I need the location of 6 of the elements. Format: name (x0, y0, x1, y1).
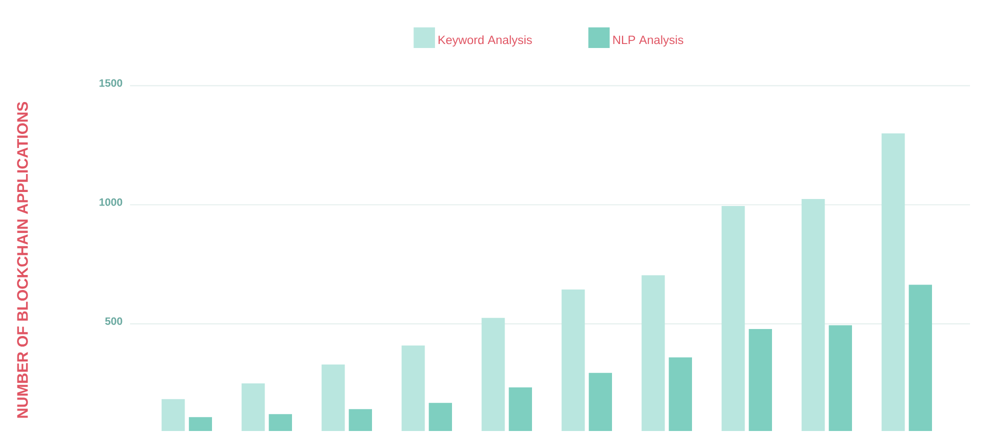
y-tick-label: 500 (105, 317, 122, 325)
y-tick-label: 1500 (100, 79, 122, 87)
legend-label: Keyword Analysis (438, 35, 532, 46)
legend-label: NLP Analysis (613, 35, 684, 46)
y-axis-title: NUMBER OF BLOCKCHAIN APPLICATIONS (17, 102, 28, 418)
y-tick-label: 1000 (100, 198, 122, 206)
